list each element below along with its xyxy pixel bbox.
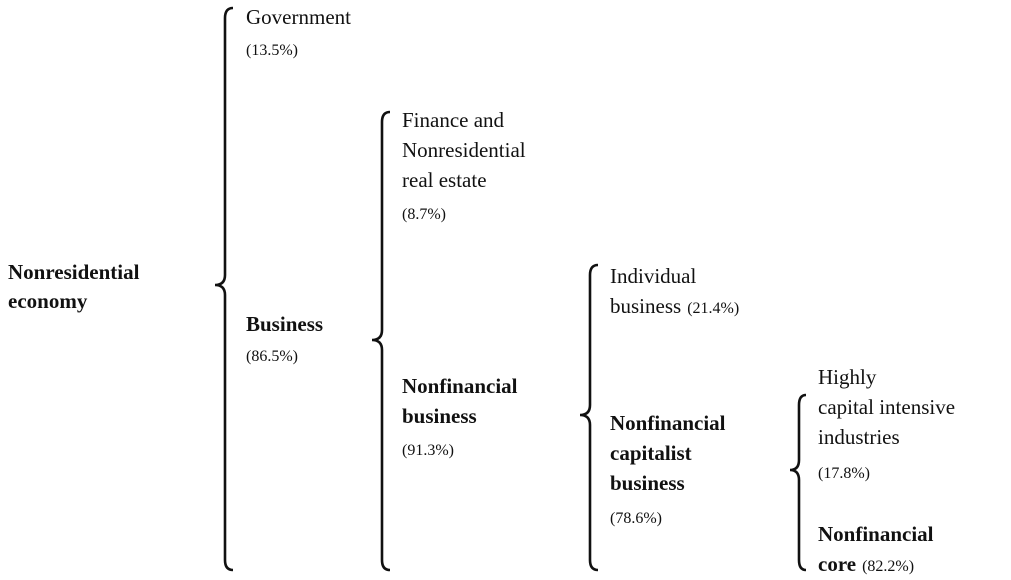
node-share: (17.8%) xyxy=(818,465,870,482)
node-label: Business xyxy=(246,312,323,336)
node-label: real estate xyxy=(402,168,487,192)
brace xyxy=(789,393,807,572)
braces xyxy=(214,6,807,572)
node-label: capitalist xyxy=(610,441,692,465)
node-label: Nonfinancial xyxy=(610,411,726,435)
node-label: business xyxy=(610,471,685,495)
node-share: (13.5%) xyxy=(246,42,298,59)
node-label: Finance and xyxy=(402,108,505,132)
brace xyxy=(371,110,391,572)
node-share: (82.2%) xyxy=(862,558,914,575)
node-label: industries xyxy=(818,425,900,449)
node-label: Individual xyxy=(610,264,696,288)
node-line: business (21.4%) xyxy=(610,294,739,318)
node-label: economy xyxy=(8,289,88,313)
node-share: (78.6%) xyxy=(610,510,662,527)
node-label: core xyxy=(818,552,856,576)
node-label: Highly xyxy=(818,365,877,389)
node-label: capital intensive xyxy=(818,395,955,419)
node-share: (21.4%) xyxy=(687,300,739,317)
node-share: (86.5%) xyxy=(246,348,298,365)
node-label: Nonfinancial xyxy=(818,522,934,546)
node-line: core (82.2%) xyxy=(818,552,914,576)
node-label: Nonfinancial xyxy=(402,374,518,398)
node-label: Nonresidential xyxy=(8,260,140,284)
node-label: Nonresidential xyxy=(402,138,526,162)
node-label: business xyxy=(402,404,477,428)
brace xyxy=(214,6,234,572)
brace xyxy=(579,263,599,572)
node-share: (91.3%) xyxy=(402,442,454,459)
node-label: business xyxy=(610,294,681,318)
node-label: Government xyxy=(246,5,351,29)
node-share: (8.7%) xyxy=(402,206,446,223)
